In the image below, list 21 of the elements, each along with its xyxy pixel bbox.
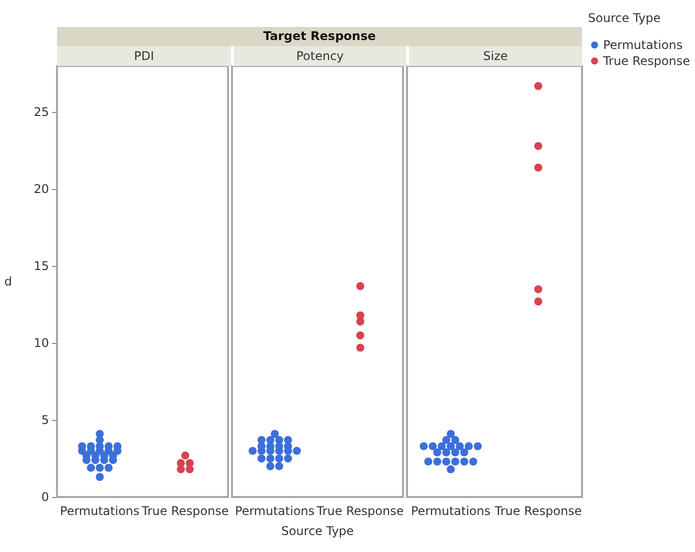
text: Target Response — [57, 27, 582, 46]
chart-title: Size — [407, 46, 582, 66]
chart-title: Potency — [232, 46, 406, 66]
x-tick-label: True Response — [494, 504, 582, 518]
y-tick-label: 20 — [34, 182, 49, 196]
x-tick-label: Permutations — [235, 504, 315, 518]
legend-label: True Response — [602, 54, 690, 68]
y-tick-label: 15 — [34, 259, 49, 274]
y-axis-title: d — [4, 274, 12, 288]
legend-title: Source Type — [588, 11, 662, 25]
x-axis-title: Source Type — [281, 524, 354, 538]
chart-title: PDI — [57, 46, 231, 66]
y-tick-label: 5 — [41, 413, 49, 428]
x-tick-label: True Response — [316, 504, 404, 518]
x-tick-label: Permutations — [410, 504, 491, 518]
y-tick-label: 0 — [41, 490, 49, 504]
y-tick-label: 25 — [34, 105, 49, 120]
x-tick-label: Permutations — [60, 504, 140, 518]
x-tick-label: True Response — [140, 504, 229, 518]
y-tick-label: 10 — [34, 336, 49, 350]
legend-label: Permutations — [603, 38, 683, 52]
